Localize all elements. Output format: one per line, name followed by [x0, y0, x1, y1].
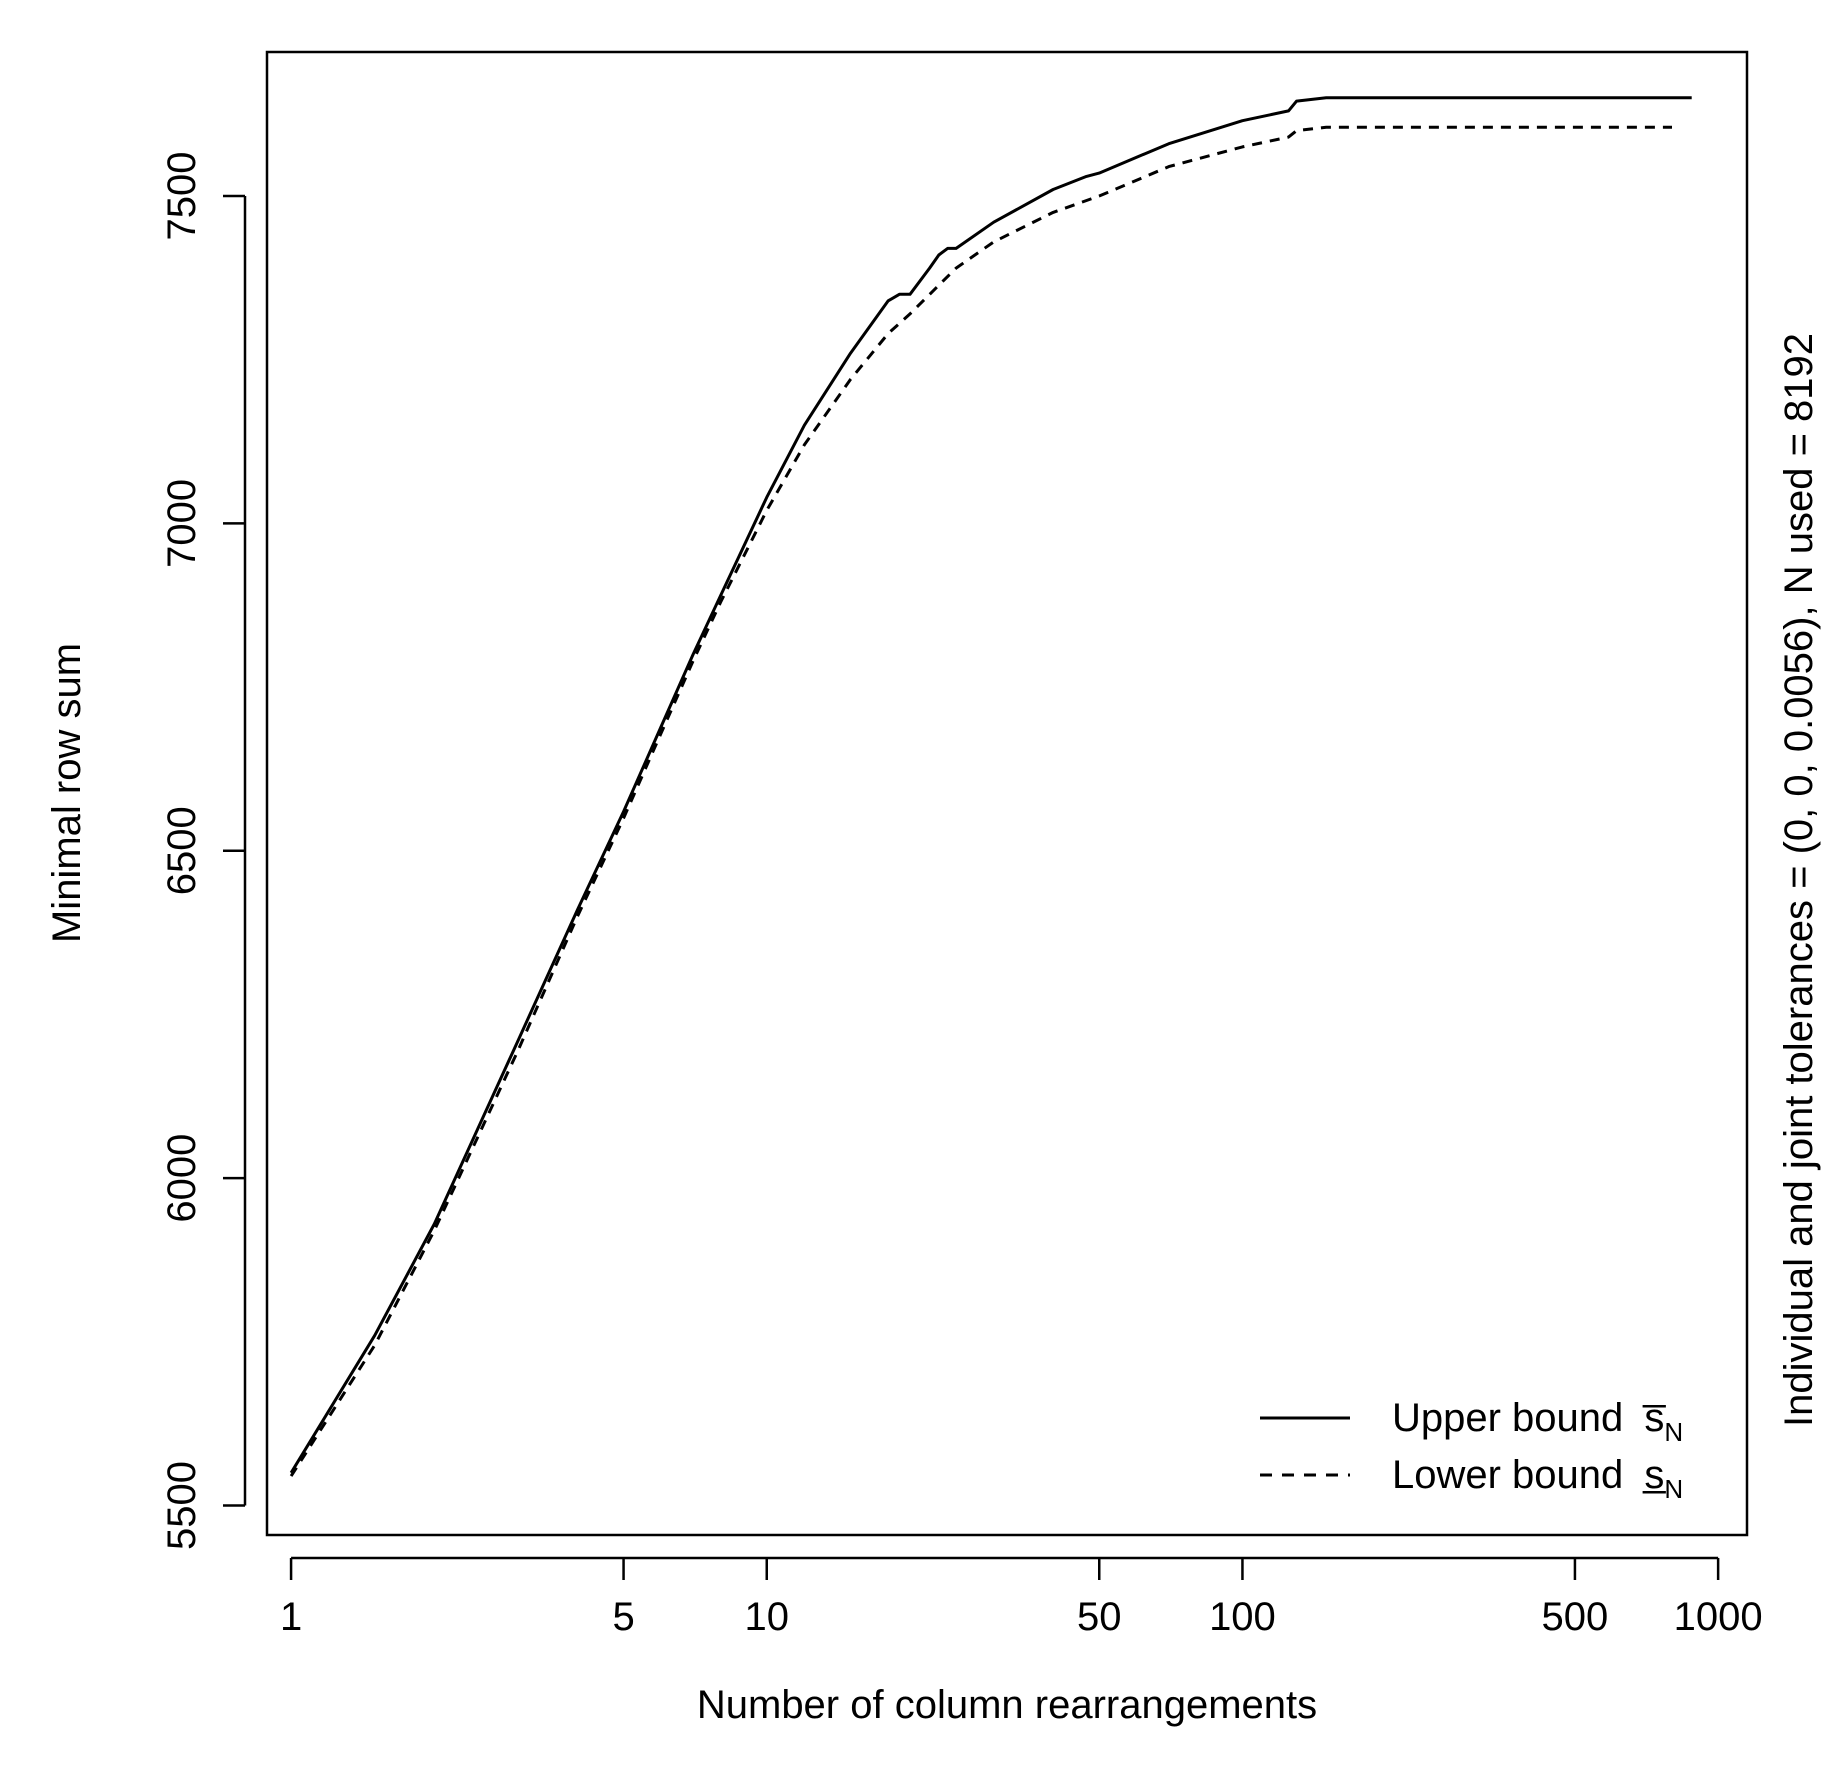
y-axis: 5500 6000 6500 7000 7500	[160, 152, 247, 1550]
y-tick-label: 5500	[160, 1461, 204, 1550]
x-tick-label: 100	[1209, 1595, 1276, 1639]
y-axis-label: Minimal row sum	[45, 643, 89, 943]
legend-lower-subscript: N	[1664, 1474, 1683, 1504]
legend-lower-label: Lower bound s̲N	[1392, 1453, 1683, 1504]
x-axis-label: Number of column rearrangements	[697, 1683, 1317, 1727]
x-tick-label: 1	[280, 1595, 302, 1639]
series-upper-bound-line	[289, 96, 1692, 1474]
legend: Upper bound s̅N Lower bound s̲N	[1260, 1396, 1683, 1504]
x-tick-label: 5	[612, 1595, 634, 1639]
series-lower-bound-line	[289, 125, 1672, 1477]
legend-upper-name: Upper bound	[1392, 1396, 1623, 1440]
legend-upper-symbol: s̅	[1642, 1396, 1666, 1440]
right-side-label: Individual and joint tolerances = (0, 0,…	[1777, 333, 1821, 1427]
y-tick-label: 6500	[160, 806, 204, 895]
legend-lower-symbol: s̲	[1642, 1453, 1666, 1497]
legend-lower-name: Lower bound	[1392, 1453, 1623, 1497]
x-tick-label: 10	[745, 1595, 790, 1639]
y-tick-label: 7500	[160, 152, 204, 241]
x-tick-label: 500	[1542, 1595, 1609, 1639]
x-axis: 1 5 10 50 100 500 1000	[280, 1556, 1763, 1639]
legend-upper-subscript: N	[1664, 1417, 1683, 1447]
y-tick-label: 7000	[160, 479, 204, 568]
plot-frame	[265, 50, 1749, 1537]
y-tick-label: 6000	[160, 1134, 204, 1223]
x-tick-label: 1000	[1674, 1595, 1763, 1639]
x-tick-label: 50	[1077, 1595, 1122, 1639]
legend-upper-label: Upper bound s̅N	[1392, 1396, 1683, 1447]
plot-lines	[289, 96, 1692, 1477]
